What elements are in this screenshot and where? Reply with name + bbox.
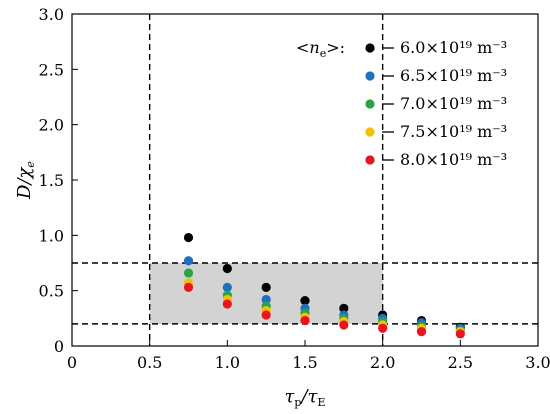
x-tick-label: 1.0 (215, 353, 240, 372)
legend-marker (365, 43, 375, 53)
y-axis: 0 0.5 1.0 1.5 2.0 2.5 3.0 (39, 5, 78, 356)
x-axis-title: τp/τE (284, 386, 325, 409)
data-point-series-2 (183, 268, 194, 278)
y-tick-label: 2.0 (39, 116, 64, 135)
data-point-series-4 (339, 320, 349, 330)
x-tick-label: 2.5 (448, 353, 473, 372)
y-tick-label: 0.5 (39, 282, 64, 301)
legend-item: 8.0×10¹⁹ m⁻³ (365, 150, 507, 169)
legend-item: 7.5×10¹⁹ m⁻³ (365, 122, 507, 141)
data-points-layer (183, 232, 465, 339)
x-tick-label: 2.0 (370, 353, 395, 372)
data-point-series-1 (261, 294, 271, 305)
y-tick-label: 1.0 (39, 226, 64, 245)
data-point-series-0 (222, 263, 232, 274)
data-point-series-4 (183, 282, 194, 292)
x-axis: 0 0.5 1.0 1.5 2.0 2.5 3.0 (67, 340, 550, 372)
data-point-series-4 (455, 329, 465, 339)
legend-marker (365, 155, 375, 165)
legend-marker (365, 127, 375, 137)
legend-label: 6.5×10¹⁹ m⁻³ (400, 66, 507, 85)
legend-label: 7.5×10¹⁹ m⁻³ (400, 122, 507, 141)
data-point-series-0 (339, 303, 349, 313)
legend-label: 6.0×10¹⁹ m⁻³ (400, 38, 507, 57)
data-point-series-0 (300, 296, 310, 306)
y-axis-title: D/χe (14, 161, 37, 200)
legend-label: 8.0×10¹⁹ m⁻³ (400, 150, 507, 169)
x-tick-label: 0 (67, 353, 77, 372)
legend-item: 7.0×10¹⁹ m⁻³ (365, 94, 507, 113)
data-point-series-4 (300, 315, 310, 326)
data-point-series-4 (261, 310, 271, 320)
legend-marker (365, 99, 375, 109)
legend-item: 6.5×10¹⁹ m⁻³ (365, 66, 507, 85)
legend-item: 6.0×10¹⁹ m⁻³ (365, 38, 507, 57)
y-tick-label: 1.5 (39, 171, 64, 190)
y-tick-label: 3.0 (39, 5, 64, 24)
legend: <ne>: 6.0×10¹⁹ m⁻³ 6.5×10¹⁹ m⁻³ 7.0×10¹⁹ m… (296, 38, 507, 169)
y-tick-label: 2.5 (39, 60, 64, 79)
legend-title: <ne>: (296, 38, 345, 60)
x-tick-label: 1.5 (292, 353, 317, 372)
data-point-series-4 (416, 327, 427, 337)
legend-label: 7.0×10¹⁹ m⁻³ (400, 94, 507, 113)
data-point-series-0 (183, 232, 194, 243)
x-tick-label: 0.5 (137, 353, 162, 372)
legend-marker (365, 71, 375, 81)
data-point-series-4 (222, 299, 232, 309)
data-point-series-1 (222, 282, 232, 292)
data-point-series-4 (378, 323, 388, 333)
y-tick-label: 0 (54, 337, 64, 356)
x-tick-label: 3.0 (525, 353, 550, 372)
data-point-series-0 (261, 282, 271, 292)
data-point-series-1 (183, 256, 194, 266)
